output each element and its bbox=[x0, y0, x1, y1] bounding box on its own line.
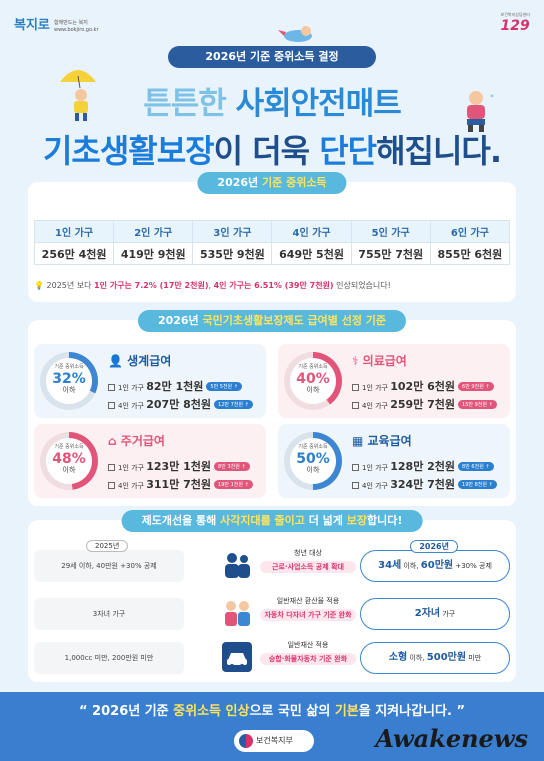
checkbox-icon bbox=[352, 464, 359, 471]
checkbox-icon bbox=[108, 384, 115, 391]
year-label-2025: 2025년 bbox=[86, 540, 129, 552]
table-cell: 535만 9천원 bbox=[192, 242, 273, 265]
counseling-129-logo: 보건복지상담센터 129 bbox=[500, 12, 530, 34]
ratio-ring: 기준 중위소득 32% 이하 bbox=[40, 352, 98, 410]
checkbox-icon bbox=[352, 384, 359, 391]
ministry-logo: 보건복지부 bbox=[234, 730, 314, 752]
education-benefit-card: 기준 중위소득 50% 이하 ▦ 교육급여 1인 가구 128만 2천원 8만 6천원… bbox=[278, 424, 510, 498]
card-title: ⚕ 의료급여 bbox=[352, 354, 407, 368]
after-box: 소형 이하, 500만원 미만 bbox=[360, 642, 510, 674]
child-illustration-right: * bbox=[467, 91, 494, 132]
logo-mark: 복지로 bbox=[14, 18, 50, 33]
before-box: 29세 이하, 40만원 +30% 공제 bbox=[34, 550, 184, 582]
card-row: 4인 가구 311만 7천원 19만 1천원 ↑ bbox=[108, 476, 253, 492]
top-title-pill: 2026년 기준 중위소득 결정 bbox=[168, 46, 376, 68]
after-box: 2자녀 가구 bbox=[360, 598, 510, 630]
livelihood-benefit-card: 기준 중위소득 32% 이하 👤 생계급여 1인 가구 82만 1천원 5만 5천원 … bbox=[34, 344, 266, 418]
reform-desc: 청년 대상 근로·사업소득 공제 확대 bbox=[218, 548, 358, 584]
table-cell: 419만 9천원 bbox=[113, 242, 194, 265]
bokjiro-logo: 복지로 함께만드는 복지 www.bokjiro.go.kr bbox=[14, 8, 124, 38]
benefit-criteria-pill: 2026년 국민기초생활보장제도 급여별 선정 기준 bbox=[137, 310, 407, 332]
median-income-pill: 2026년 기준 중위소득 bbox=[197, 172, 347, 194]
child-illustration-left bbox=[74, 89, 88, 121]
bird-kid-illustration bbox=[278, 26, 312, 42]
increase-note: 💡 2025년 보다 1인 가구는 7.2% (17만 2천원), 4인 가구는… bbox=[34, 281, 391, 290]
checkbox-icon bbox=[352, 402, 359, 409]
reform-row-vehicle: 1,000cc 미만, 200만원 미만 일반재산 적용 승합·화물자동차 기준… bbox=[34, 638, 510, 678]
table-cell: 855만 6천원 bbox=[429, 242, 511, 265]
reform-row-youth: 2025년 2026년 29세 이하, 40만원 +30% 공제 청년 대상 근… bbox=[34, 540, 510, 586]
footer-slogan: “ 2026년 기준 중위소득 인상으로 국민 삶의 기본을 지켜나갑니다. ” bbox=[78, 704, 465, 719]
card-row: 1인 가구 102만 6천원 6만 9천원 ↑ bbox=[352, 378, 494, 394]
card-row: 1인 가구 82만 1천원 5만 5천원 ↑ bbox=[108, 378, 242, 394]
table-row: 256만 4천원 419만 9천원 535만 9천원 649만 5천원 755만… bbox=[33, 242, 511, 265]
table-header-cell: 2인 가구 bbox=[113, 220, 194, 243]
reform-desc: 일반재산 환산율 적용 자동차 다자녀 가구 기준 완화 bbox=[218, 596, 358, 632]
reform-row-children: 3자녀 가구 일반재산 환산율 적용 자동차 다자녀 가구 기준 완화 2자녀 … bbox=[34, 594, 510, 634]
table-header-cell: 6인 가구 bbox=[429, 220, 511, 243]
card-title: 👤 생계급여 bbox=[108, 354, 172, 368]
before-box: 3자녀 가구 bbox=[34, 598, 184, 630]
car-icon bbox=[222, 642, 252, 672]
checkbox-icon bbox=[352, 482, 359, 489]
headline-line1: 튼튼한 사회안전매트 bbox=[143, 86, 401, 122]
headline-line2: 기초생활보장이 더욱 단단해집니다. bbox=[42, 132, 502, 170]
ratio-ring: 기준 중위소득 48% 이하 bbox=[40, 432, 98, 490]
after-box: 34세 이하, 60만원 +30% 공제 bbox=[360, 550, 510, 582]
card-title: ⌂ 주거급여 bbox=[108, 434, 165, 448]
median-income-table: 1인 가구 2인 가구 3인 가구 4인 가구 5인 가구 6인 가구 256만… bbox=[33, 220, 511, 265]
table-cell: 649만 5천원 bbox=[271, 242, 352, 265]
card-row: 1인 가구 123만 1천원 8만 3천원 ↑ bbox=[108, 458, 250, 474]
youth-people-icon bbox=[225, 553, 250, 578]
card-row: 4인 가구 259만 7천원 15만 9천원 ↑ bbox=[352, 396, 497, 412]
table-header-cell: 1인 가구 bbox=[33, 220, 115, 243]
card-row: 4인 가구 207만 8천원 12만 7천원 ↑ bbox=[108, 396, 253, 412]
children-icon bbox=[225, 601, 250, 626]
benefit-criteria-panel: 2026년 국민기초생활보장제도 급여별 선정 기준 기준 중위소득 32% 이하 … bbox=[28, 310, 516, 506]
ratio-ring: 기준 중위소득 50% 이하 bbox=[284, 432, 342, 490]
checkbox-icon bbox=[108, 482, 115, 489]
card-row: 1인 가구 128만 2천원 8만 6천원 ↑ bbox=[352, 458, 494, 474]
card-row: 4인 가구 324만 7천원 19만 8천원 ↑ bbox=[352, 476, 497, 492]
table-header-row: 1인 가구 2인 가구 3인 가구 4인 가구 5인 가구 6인 가구 bbox=[33, 220, 511, 243]
year-label-2026: 2026년 bbox=[410, 540, 458, 553]
taegeuk-emblem-icon bbox=[239, 734, 253, 748]
before-box: 1,000cc 미만, 200만원 미만 bbox=[34, 642, 184, 674]
housing-benefit-card: 기준 중위소득 48% 이하 ⌂ 주거급여 1인 가구 123만 1천원 8만 3천원… bbox=[34, 424, 266, 498]
reform-desc: 일반재산 적용 승합·화물자동차 기준 완화 bbox=[218, 640, 358, 676]
card-title: ▦ 교육급여 bbox=[352, 434, 412, 448]
table-header-cell: 4인 가구 bbox=[271, 220, 352, 243]
reform-pill: 제도개선을 통해 사각지대를 줄이고 더 넓게 보장합니다! bbox=[121, 510, 423, 532]
table-cell: 755만 7천원 bbox=[350, 242, 431, 265]
reform-panel: 제도개선을 통해 사각지대를 줄이고 더 넓게 보장합니다! 2025년 202… bbox=[28, 510, 516, 682]
umbrella-icon bbox=[60, 70, 96, 88]
watermark: Awakenews bbox=[375, 724, 528, 753]
table-cell: 256만 4천원 bbox=[33, 242, 115, 265]
logo-subtitle: 함께만드는 복지 www.bokjiro.go.kr bbox=[54, 20, 99, 33]
checkbox-icon bbox=[108, 464, 115, 471]
svg-text:*: * bbox=[490, 93, 494, 102]
table-header-cell: 5인 가구 bbox=[350, 220, 431, 243]
ratio-ring: 기준 중위소득 40% 이하 bbox=[284, 352, 342, 410]
checkbox-icon bbox=[108, 402, 115, 409]
table-header-cell: 3인 가구 bbox=[192, 220, 273, 243]
median-income-panel: 2026년 기준 중위소득 1인 가구 2인 가구 3인 가구 4인 가구 5인… bbox=[28, 172, 516, 302]
medical-benefit-card: 기준 중위소득 40% 이하 ⚕ 의료급여 1인 가구 102만 6천원 6만 9천원… bbox=[278, 344, 510, 418]
